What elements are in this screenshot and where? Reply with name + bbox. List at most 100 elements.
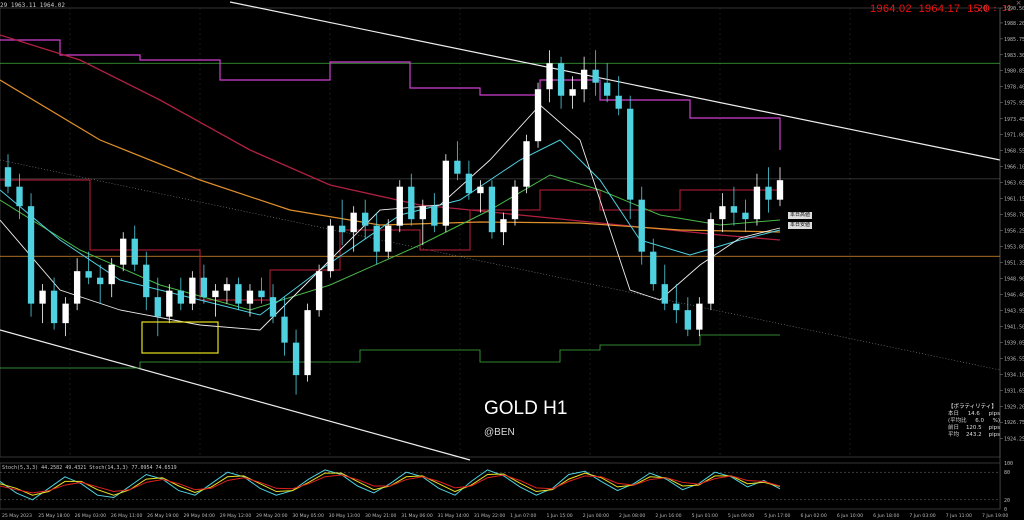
candle-body (177, 290, 185, 304)
y-tick-label: 1961.15 (1004, 197, 1024, 203)
candle-body (281, 316, 288, 343)
y-tick-label: 1929.20 (1004, 404, 1024, 410)
candle-body (62, 303, 69, 324)
candle-body (338, 225, 346, 233)
candle-body (454, 160, 461, 174)
stochastic-header: Stoch(5,3,3) 44.2582 49.4321 Stoch(14,3,… (2, 465, 177, 471)
y-tick-label: 1975.95 (1004, 101, 1024, 107)
stoch-series-line (0, 469, 781, 501)
candle-body (511, 186, 519, 220)
x-tick-label: 5 Jun 01:00 (692, 513, 718, 519)
x-tick-label: 1 Jun 07:00 (510, 513, 536, 519)
x-tick-label: 26 May 11:00 (111, 513, 143, 519)
x-tick-label: 25 May 18:00 (38, 513, 70, 519)
y-tick-label: 1980.85 (1004, 69, 1024, 75)
candle-body (223, 284, 231, 291)
candle-body (546, 63, 553, 90)
y-tick-label: 1943.95 (1004, 308, 1024, 314)
candle-body (442, 160, 450, 226)
candle-body (97, 277, 104, 285)
clock: 20 : 31 (978, 4, 1012, 13)
stoch-frame (0, 462, 1001, 510)
stochastic-panel: 100 80 20 0 (0, 461, 1013, 513)
volatility-row: 本日 14.6 pips (948, 411, 1000, 417)
candle-body (534, 89, 542, 142)
trendline (0, 159, 1001, 371)
x-tick-label: 5 Jun 17:00 (764, 513, 790, 519)
x-tick-label: 26 May 19:00 (147, 513, 179, 519)
candle-body (488, 186, 496, 233)
x-tick-label: 25 May 2023 (2, 513, 32, 519)
moving-average-line (0, 34, 781, 241)
volatility-row: 前日 120.5 pips (948, 425, 1000, 431)
spread-value: 15.0 (967, 3, 990, 15)
candles (4, 50, 784, 395)
candle-body (592, 69, 599, 83)
y-tick-label: 1953.80 (1004, 244, 1024, 250)
candle-body (131, 238, 138, 265)
candle-body (696, 303, 703, 330)
candle-body (27, 206, 35, 304)
y-tick-label: 1924.25 (1004, 436, 1024, 442)
candle-body (500, 219, 507, 233)
bid-ask-readout: 1964.02 1964.17 15.0 (870, 3, 990, 15)
candle-body (292, 342, 300, 376)
y-tick-label: 1941.50 (1004, 324, 1024, 330)
y-tick-label: 1936.55 (1004, 357, 1024, 363)
candle-body (719, 206, 726, 220)
candle-body (742, 212, 749, 220)
x-tick-label: 6 Jun 10:00 (837, 513, 863, 519)
today-high-tag: 本日高値 (788, 212, 813, 219)
candle-body (385, 225, 392, 252)
ask-price: 1964.17 (918, 3, 961, 15)
y-tick-label: 1966.10 (1004, 165, 1024, 171)
x-tick-label: 30 May 13:00 (329, 513, 361, 519)
highlight-box (141, 321, 219, 354)
candle-body (408, 186, 415, 220)
moving-average-line (0, 79, 781, 233)
candle-body (200, 277, 208, 298)
stoch-tick-label: 80 (1004, 470, 1010, 476)
stoch-tick-label: 20 (1004, 498, 1010, 504)
stoch-series-line (0, 474, 781, 494)
candle-body (304, 310, 311, 376)
candle-body (120, 238, 127, 265)
y-tick-label: 1978.40 (1004, 85, 1024, 91)
close-icon[interactable]: × (1015, 0, 1022, 7)
x-tick-label: 30 May 05:00 (292, 513, 324, 519)
candle-body (269, 297, 277, 317)
candle-body (85, 271, 92, 278)
candle-body (465, 173, 473, 194)
x-tick-label: 26 May 03:00 (75, 513, 107, 519)
volatility-row: (平均比 6.0%) (948, 418, 1000, 424)
candle-body (396, 186, 403, 226)
candle-body (580, 69, 588, 90)
candle-body (373, 225, 380, 252)
candle-body (143, 264, 150, 298)
candle-body (16, 186, 23, 207)
candle-body (154, 297, 161, 317)
green-step-line (0, 334, 780, 369)
trendlines (0, 1, 1001, 461)
candle-body (108, 264, 115, 285)
candle-body (765, 186, 772, 200)
y-tick-label: 1956.25 (1004, 229, 1024, 235)
x-tick-label: 7 Jun 03:00 (909, 513, 935, 519)
y-tick-label: 1990.50 (1004, 6, 1024, 12)
y-tick-label: 1946.40 (1004, 293, 1024, 299)
x-tick-label: 31 May 22:00 (474, 513, 506, 519)
candle-body (650, 251, 657, 285)
today-low-tag: 本日安値 (788, 222, 813, 229)
y-tick-label: 1939.05 (1004, 340, 1024, 346)
chart-watermark-handle: @BEN (484, 427, 515, 438)
candle-body (315, 271, 323, 311)
candle-body (523, 141, 530, 187)
y-tick-label: 1985.75 (1004, 37, 1024, 43)
y-tick-label: 1948.90 (1004, 276, 1024, 282)
candle-body (419, 206, 426, 220)
x-tick-label: 2 Jun 08:00 (619, 513, 645, 519)
y-tick-label: 1988.20 (1004, 21, 1024, 27)
y-tick-label: 1971.00 (1004, 133, 1024, 139)
bid-price: 1964.02 (870, 3, 912, 15)
